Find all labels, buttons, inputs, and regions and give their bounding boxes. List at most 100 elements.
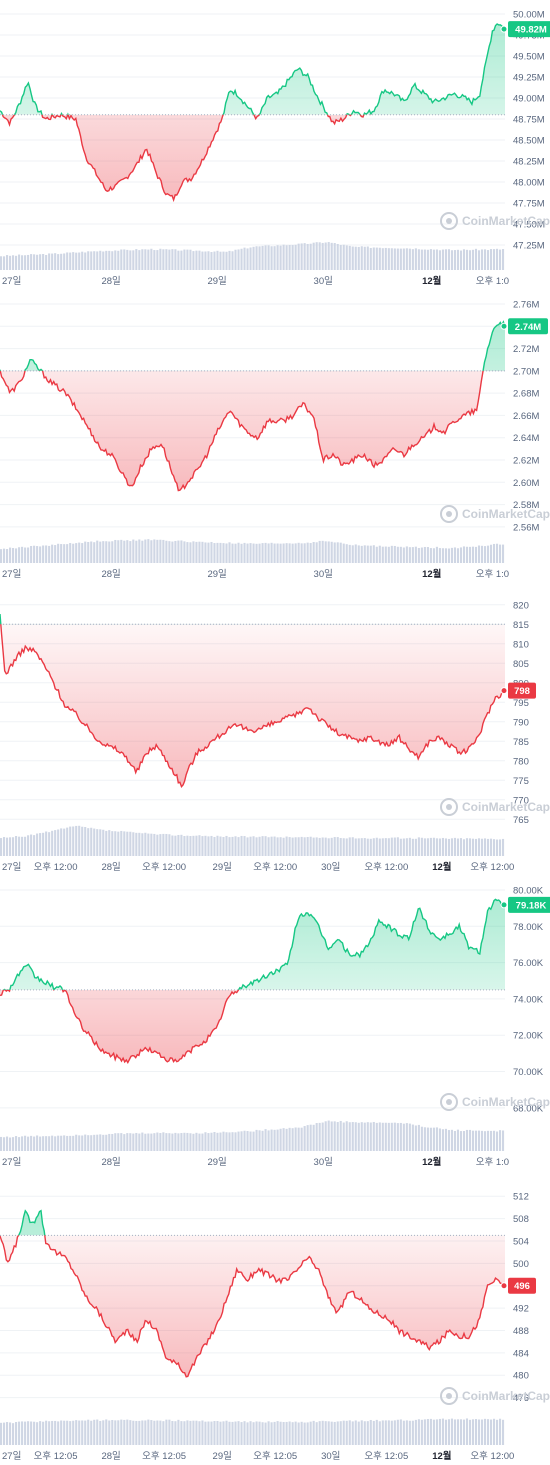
volume-bar: [3, 548, 6, 563]
volume-bar: [204, 251, 207, 270]
volume-bar: [345, 1420, 348, 1445]
volume-bar: [51, 1420, 54, 1445]
watermark-text: CoinMarketCap: [462, 1389, 550, 1403]
volume-bar: [405, 838, 408, 856]
volume-bar: [474, 546, 478, 563]
watermark: CoinMarketCap: [440, 212, 550, 230]
volume-bar: [198, 250, 201, 270]
volume-bar: [384, 1122, 387, 1151]
coinmarketcap-logo-icon: [440, 798, 458, 816]
volume-bar: [321, 837, 324, 856]
volume-bar: [351, 837, 354, 856]
volume-bar: [315, 1123, 318, 1151]
price-line-down: [1, 114, 372, 203]
x-tick-label: 29일: [213, 1451, 232, 1462]
volume-bar: [135, 249, 138, 270]
volume-bar: [318, 540, 321, 563]
volume-bar: [6, 1136, 9, 1151]
volume-bar: [225, 251, 228, 270]
volume-bar: [324, 1121, 327, 1151]
volume-bar: [315, 242, 318, 270]
current-price-dot: [500, 25, 508, 33]
volume-bar: [390, 545, 393, 563]
volume-bar: [54, 545, 57, 563]
volume-bar: [483, 546, 487, 563]
volume-bar: [117, 831, 120, 856]
volume-bar: [357, 1421, 360, 1445]
volume-bar: [9, 255, 12, 270]
price-chart-3[interactable]: 82081581080580079579078578077577076527일오…: [0, 583, 550, 876]
volume-bar: [303, 243, 306, 270]
volume-bar: [252, 543, 255, 563]
volume-bar: [333, 1421, 336, 1445]
volume-bar: [225, 543, 228, 563]
volume-bar: [297, 1422, 300, 1445]
y-tick-label: 49.00M: [513, 94, 545, 105]
volume-bar: [78, 542, 81, 563]
coinmarketcap-logo-icon: [440, 505, 458, 523]
volume-bar: [450, 547, 453, 563]
volume-bar: [363, 838, 366, 856]
volume-bar: [96, 1134, 99, 1151]
volume-bar: [429, 249, 432, 270]
y-tick-label: 820: [513, 600, 529, 611]
y-tick-label: 484: [513, 1348, 529, 1359]
volume-bar: [129, 541, 132, 563]
volume-bar: [105, 250, 108, 270]
volume-bar: [87, 1135, 90, 1151]
x-tick-label: 30일: [314, 569, 333, 580]
volume-bar: [48, 545, 51, 563]
volume-bar: [423, 546, 426, 563]
volume-bar: [147, 249, 150, 270]
volume-bar: [27, 1136, 30, 1151]
volume-bar: [312, 541, 315, 563]
volume-bar: [489, 1130, 493, 1151]
y-tick-label: 765: [513, 815, 529, 826]
volume-bar: [450, 1129, 453, 1151]
volume-bar: [387, 838, 390, 856]
volume-bar: [498, 1418, 502, 1445]
x-tick-label: 오후 12:05: [34, 1451, 78, 1462]
volume-bar: [378, 1122, 381, 1151]
volume-bar: [240, 248, 243, 270]
volume-bar: [207, 542, 210, 563]
volume-bar: [399, 1122, 402, 1151]
volume-bar: [99, 1134, 102, 1151]
volume-bar: [384, 546, 387, 563]
volume-bar: [288, 543, 291, 563]
price-chart-2[interactable]: 2.76M 2.74M 2.72M 2.70M 2.68M 2.66M 2.64M 2.62M…: [0, 290, 550, 583]
volume-bar: [429, 1127, 432, 1151]
volume-bar: [222, 251, 225, 270]
price-chart-4[interactable]: 80.00K 78.00K 76.00K 74.00K 72.00K 70.00K 68.0…: [0, 876, 550, 1171]
volume-bar: [210, 835, 213, 856]
price-line-down: [0, 624, 505, 789]
volume-bar: [411, 547, 414, 563]
volume-bar: [120, 539, 123, 563]
volume-bar: [108, 250, 111, 270]
volume-bar: [444, 548, 447, 563]
volume-bar: [171, 1420, 174, 1445]
volume-bar: [453, 547, 456, 563]
volume-bars: [0, 1120, 505, 1151]
volume-bar: [342, 838, 345, 856]
volume-bar: [447, 838, 450, 856]
volume-bar: [288, 244, 291, 270]
volume-bar: [54, 1136, 57, 1151]
volume-bar: [354, 246, 357, 270]
x-tick-label: 28일: [101, 569, 120, 580]
volume-bar: [12, 1423, 15, 1445]
volume-bar: [126, 1133, 129, 1151]
volume-bar: [264, 836, 267, 856]
price-chart-5[interactable]: 512 508 504 500 496 492 488 484 480 476 27일 오후 12:0…: [0, 1171, 550, 1465]
volume-bar: [66, 252, 69, 270]
volume-bar: [468, 250, 472, 270]
current-price-badge: 79.18K: [508, 896, 550, 913]
volume-bar: [441, 548, 444, 563]
volume-bar: [435, 1419, 438, 1445]
x-tick-label: 오후 12:05: [364, 1451, 408, 1462]
volume-bar: [417, 1419, 420, 1445]
volume-bar: [477, 1419, 481, 1445]
volume-bar: [93, 251, 96, 270]
price-chart-1[interactable]: 50.00M49.75M49.50M49.25M49.00M48.75M48.5…: [0, 0, 550, 290]
current-price-badge-bg: [508, 21, 550, 38]
